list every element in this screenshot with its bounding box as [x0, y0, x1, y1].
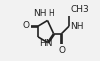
Text: NH: NH [33, 9, 47, 18]
Text: NH: NH [70, 22, 84, 31]
Text: H: H [48, 9, 54, 18]
Text: HN: HN [39, 39, 52, 48]
Text: CH3: CH3 [70, 5, 89, 14]
Text: O: O [59, 46, 66, 55]
Text: O: O [23, 21, 30, 30]
